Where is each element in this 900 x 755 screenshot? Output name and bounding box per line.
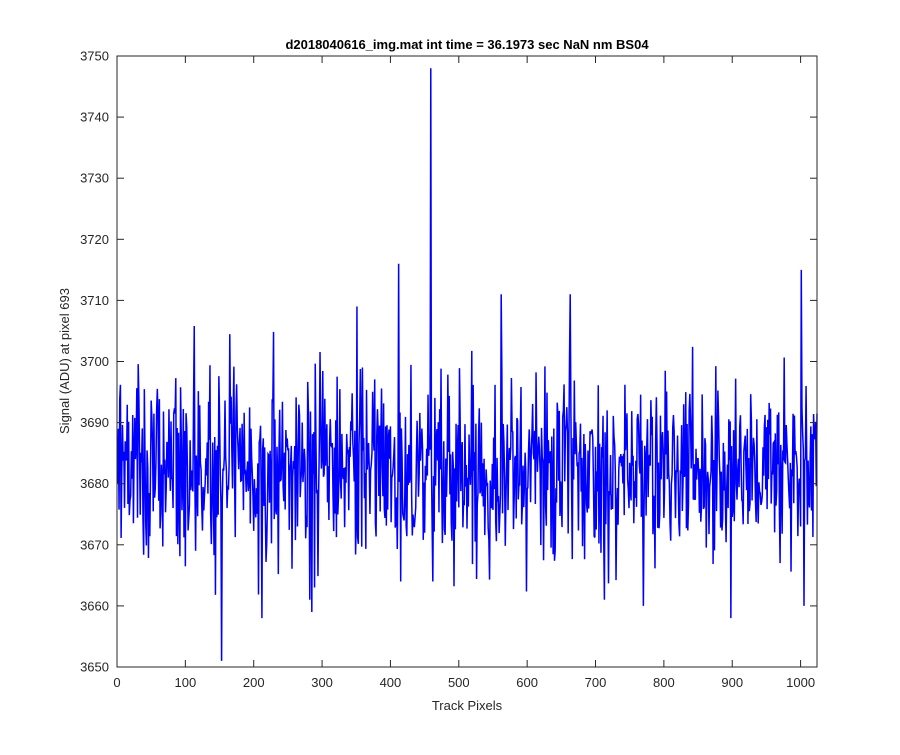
y-tick-label: 3720: [80, 232, 109, 247]
y-tick-label: 3660: [80, 598, 109, 613]
plot-background: [117, 56, 817, 667]
x-tick-label: 800: [653, 675, 675, 690]
signal-line: [116, 68, 818, 661]
y-tick-label: 3650: [80, 660, 109, 675]
x-tick-label: 700: [585, 675, 607, 690]
y-tick-label: 3710: [80, 293, 109, 308]
y-tick-label: 3740: [80, 110, 109, 125]
y-tick-label: 3670: [80, 537, 109, 552]
x-tick-label: 600: [516, 675, 538, 690]
chart-title: d2018040616_img.mat int time = 36.1973 s…: [285, 37, 649, 52]
x-tick-label: 500: [448, 675, 470, 690]
plot-area: [116, 68, 818, 661]
x-tick-label: 0: [113, 675, 120, 690]
y-tick-label: 3750: [80, 49, 109, 64]
x-tick-label: 1000: [786, 675, 815, 690]
y-tick-label: 3730: [80, 171, 109, 186]
x-tick-label: 400: [380, 675, 402, 690]
x-axis-label: Track Pixels: [432, 698, 503, 713]
y-axis: 3650 3660 3670 3680 3690 3700 3710 3720 3730 3740…: [80, 49, 817, 675]
x-axis: 0 100 200 300 400 500 600 700 800 900 1000: [113, 56, 815, 690]
y-tick-label: 3700: [80, 354, 109, 369]
x-tick-label: 200: [243, 675, 265, 690]
x-tick-label: 100: [175, 675, 197, 690]
y-axis-label: Signal (ADU) at pixel 693: [57, 288, 72, 434]
x-tick-label: 300: [311, 675, 333, 690]
y-tick-label: 3680: [80, 476, 109, 491]
x-tick-label: 900: [721, 675, 743, 690]
y-tick-label: 3690: [80, 415, 109, 430]
